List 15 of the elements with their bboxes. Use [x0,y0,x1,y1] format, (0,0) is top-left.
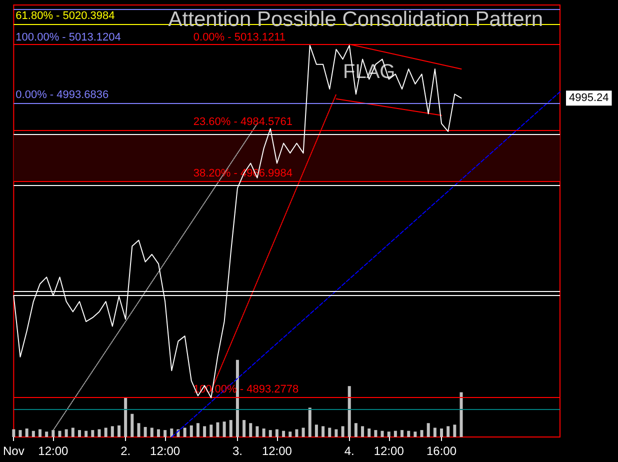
x-tick-label: 12:00 [150,444,180,458]
annotation: 0.00% - 5013.1211 [193,31,286,44]
x-tick-label: 2. [120,444,131,458]
x-tick-label: 4. [344,444,354,458]
x-tick-label: 12:00 [38,444,69,458]
annotation: 100.00% - 5013.1204 [16,31,121,44]
x-tick-label: Nov [3,444,24,458]
annotation: 0.00% - 4993.6836 [16,88,109,101]
x-tick-label: 3. [232,444,242,458]
annotation: 23.60% - 4984.5761 [193,116,292,128]
x-tick-label: 12:00 [374,444,404,458]
x-tick-label: 16:00 [426,444,457,458]
annotation: 61.80% - 5020.3984 [16,10,115,22]
text: 4995.24 [569,92,609,104]
x-tick-label: 12:00 [262,444,292,458]
